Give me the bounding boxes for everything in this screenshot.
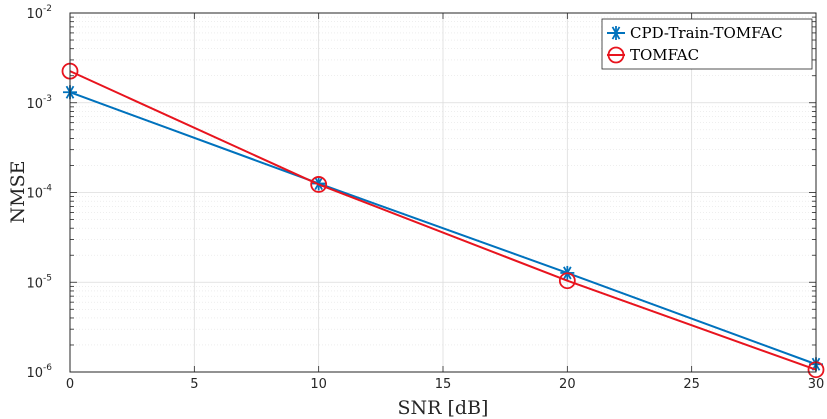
- x-tick-label: 0: [66, 377, 74, 392]
- legend-marker: [609, 26, 623, 40]
- legend-box: [601, 18, 813, 70]
- x-tick-label: 15: [435, 377, 452, 392]
- legend-marker: [607, 46, 625, 64]
- y-tick-label: 10-4: [26, 184, 52, 202]
- legend-entry: CPD-Train-TOMFAC: [607, 24, 783, 42]
- y-tick-label: 10-5: [26, 273, 52, 291]
- x-tick-label: 20: [559, 377, 576, 392]
- x-axis-label: SNR [dB]: [398, 397, 489, 419]
- ticks: 0 5 10 15 20 25 30 10-6 10-5 10-4 10-3 10-2: [26, 4, 824, 392]
- data-point: [558, 272, 576, 290]
- x-tick-label: 10: [310, 377, 327, 392]
- y-tick-label: 10-3: [26, 94, 52, 112]
- legend: CPD-Train-TOMFAC TOMFAC: [601, 18, 813, 70]
- y-tick-label: 10-6: [26, 363, 52, 381]
- y-axis-label: NMSE: [7, 161, 29, 224]
- legend-entry: TOMFAC: [607, 46, 699, 64]
- data-point: [310, 176, 328, 193]
- legend-label: TOMFAC: [630, 46, 699, 64]
- series-line: [69, 70, 817, 371]
- x-tick-label: 5: [190, 377, 198, 392]
- y-tick-label: 10-2: [26, 4, 52, 22]
- x-tick-label: 25: [683, 377, 700, 392]
- series-line: [69, 91, 817, 366]
- x-tick-label: 30: [808, 377, 825, 392]
- legend-label: CPD-Train-TOMFAC: [630, 24, 783, 42]
